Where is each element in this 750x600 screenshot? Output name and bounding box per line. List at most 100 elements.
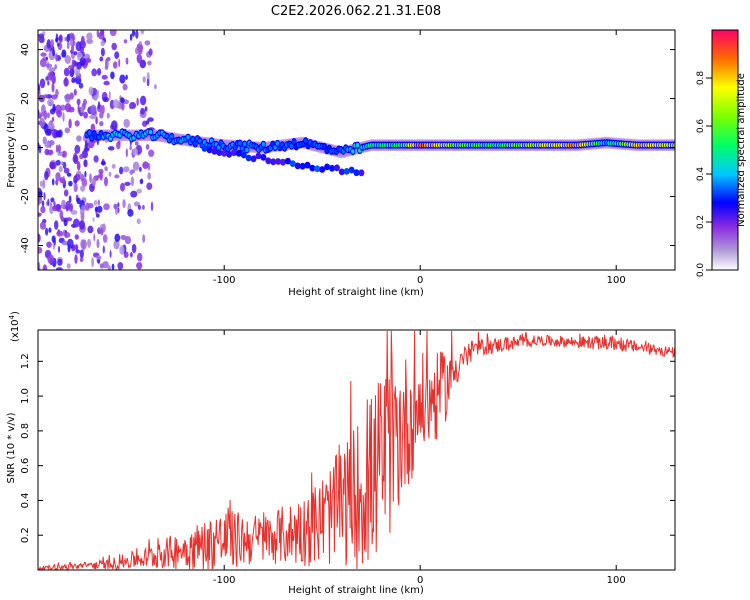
spectrogram-noise-blob — [68, 195, 72, 203]
spectrogram-noise-blob — [71, 45, 75, 52]
spectrogram-noise-blob — [96, 238, 100, 249]
spectrogram-noise-blob — [76, 197, 81, 204]
spectrogram-ridge-core — [355, 142, 360, 148]
spectrogram-noise-blob — [66, 41, 70, 50]
spectrogram-noise-blob — [146, 182, 153, 190]
spectrogram-noise-blob — [121, 102, 125, 111]
spectrogram-noise-blob — [55, 172, 61, 182]
y-tick-label: 0.2 — [20, 527, 31, 543]
spectrogram-noise-blob — [52, 48, 55, 57]
spectrogram-noise-blob — [74, 144, 81, 154]
spectrogram-noise-blob — [107, 265, 111, 270]
spectrogram-noise-blob — [74, 174, 81, 181]
spectrogram-noise-blob — [45, 56, 48, 61]
spectrogram-noise-blob — [71, 77, 76, 84]
spectrogram-noise-blob — [51, 82, 55, 93]
spectrogram-secondary-blob — [245, 154, 252, 162]
figure-title: C2E2.2026.062.21.31.E08 — [271, 4, 441, 19]
spectrogram-noise-blob — [45, 63, 53, 68]
spectrogram-secondary-blob — [206, 146, 213, 154]
spectrogram-noise-blob — [64, 127, 71, 134]
colorbar-tick-label: 0.8 — [696, 71, 706, 86]
spectrogram-noise-blob — [117, 262, 124, 270]
spectrogram-noise-blob — [57, 151, 64, 156]
spectrogram-noise-blob — [39, 117, 45, 127]
y-tick-label: 0.8 — [20, 423, 31, 439]
spectrogram-noise-blob — [61, 161, 64, 166]
snr-scale-label: (x104) — [8, 311, 21, 342]
spectrogram-noise-blob — [63, 167, 70, 174]
spectrogram-noise-blob — [125, 148, 128, 158]
spectrogram-noise-blob — [122, 83, 128, 91]
spectrogram-noise-blob — [129, 170, 134, 175]
spectrogram-noise-blob — [111, 42, 117, 51]
spectrogram-noise-blob — [146, 78, 150, 87]
spectrogram-secondary-blob — [226, 150, 233, 158]
spectrogram-noise-blob — [136, 188, 143, 194]
spectrogram-noise-blob — [62, 175, 65, 186]
spectrogram-secondary-blob — [338, 168, 345, 176]
spectrogram-noise-blob — [85, 162, 88, 167]
spectrogram-noise-blob — [61, 240, 69, 246]
colorbar-label: Normalized spectral amplitude — [736, 73, 747, 227]
spectrogram-noise-blob — [114, 233, 121, 242]
spectrogram-noise-blob — [87, 238, 92, 248]
spectrogram-secondary-blob — [250, 155, 257, 163]
spectrogram-noise-blob — [93, 233, 96, 242]
spectrogram-noise-blob — [102, 234, 108, 243]
spectrogram-noise-blob — [137, 252, 143, 262]
colorbar-tick-label: 0.0 — [696, 263, 706, 278]
spectrogram-noise-blob — [142, 234, 146, 243]
spectrogram-ridge-core — [303, 138, 308, 143]
spectrogram-noise-blob — [102, 223, 106, 233]
spectrogram-noise-blob — [136, 262, 143, 270]
spectrogram-noise-blob — [38, 195, 43, 204]
spectrogram-noise-blob — [55, 37, 59, 43]
snr-x-ticks: -100 0 100 — [213, 330, 626, 586]
svg-text:(x104): (x104) — [8, 311, 21, 342]
spectrogram-noise-blob — [39, 78, 46, 89]
spectrogram-noise-blob — [148, 48, 153, 56]
spectrogram-noise-blob — [39, 58, 47, 68]
spectrogram-noise-blob — [109, 30, 117, 37]
snr-scale-prefix: (x10 — [10, 319, 21, 342]
spectrogram-noise-blob — [99, 121, 104, 127]
spectrogram-secondary-blob — [270, 158, 277, 166]
x-tick-label: -100 — [213, 275, 236, 286]
spectrogram-noise-blob — [73, 89, 77, 96]
spectrogram-noise-blob — [56, 110, 63, 118]
spectrogram-ridge-core — [242, 141, 247, 147]
spectrogram-noise-blob — [139, 61, 145, 67]
spectrogram-ridge-core — [169, 134, 174, 139]
spectrogram-noise-blob — [38, 246, 43, 254]
colorbar-ticks: 0.0 0.2 0.4 0.6 0.8 — [696, 71, 712, 278]
spectrogram-noise-blob — [106, 112, 110, 119]
spectrogram-noise-blob — [73, 183, 78, 193]
spectrogram-noise-blob — [61, 199, 66, 210]
spectrogram-noise-blob — [96, 68, 102, 76]
spectrogram-noise-blob — [44, 170, 49, 181]
spectrogram-noise-blob — [55, 130, 61, 138]
spectrogram-noise-blob — [75, 41, 82, 52]
spectrogram-noise-blob — [129, 145, 132, 151]
spectrogram-secondary-blob — [329, 164, 335, 172]
spectrogram-noise-blob — [136, 97, 139, 106]
spectrogram-noise-blob — [124, 181, 131, 186]
spectrogram-noise-blob — [66, 172, 72, 177]
spectrogram-noise-blob — [47, 98, 54, 107]
spectrogram-noise-blob — [125, 74, 128, 80]
snr-scale-exponent: 4 — [8, 314, 16, 319]
spectrogram-noise-blob — [74, 254, 78, 264]
spectrogram-ridge-core — [245, 147, 249, 153]
spectrogram-noise-blob — [42, 264, 48, 270]
spectrogram-noise-blob — [55, 159, 61, 166]
spectrogram-noise-blob — [105, 58, 108, 68]
spectrogram-noise-blob — [139, 166, 142, 172]
spectrogram-noise-blob — [103, 80, 110, 86]
spectrogram-noise-blob — [55, 267, 63, 270]
spectrogram-secondary-blob — [353, 169, 360, 177]
spectrogram-noise-blob — [123, 118, 130, 128]
spectrogram-noise-blob — [95, 116, 98, 125]
spectrogram-noise-blob — [133, 201, 140, 207]
spectrogram-noise-blob — [118, 58, 121, 68]
